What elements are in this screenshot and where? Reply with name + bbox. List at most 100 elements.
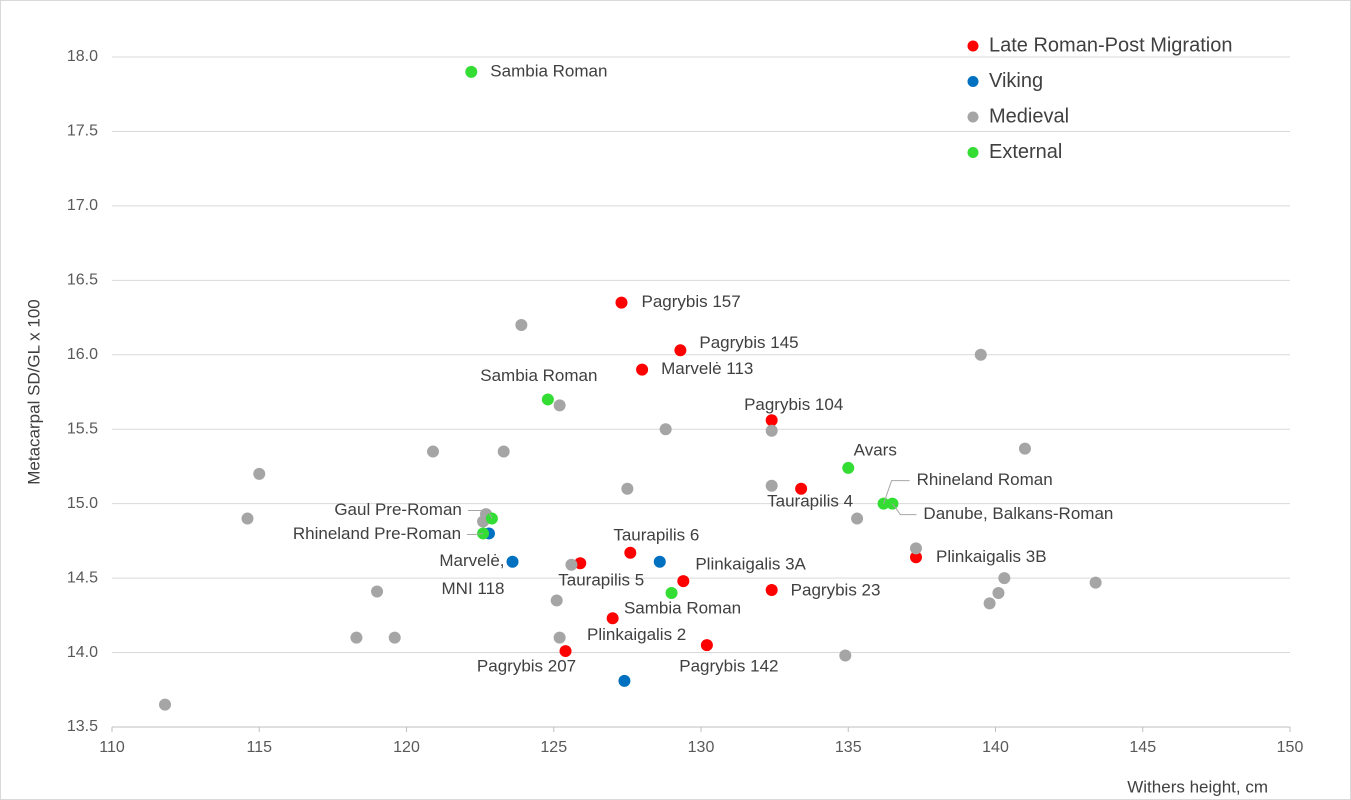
leader-line	[467, 532, 484, 535]
x-tick-label: 110	[99, 739, 125, 756]
y-tick-label: 17.5	[67, 123, 98, 140]
point-label: Sambia Roman	[490, 61, 607, 80]
point-label: Taurapilis 6	[613, 525, 699, 544]
point-label: Pagrybis 145	[699, 333, 798, 352]
point	[983, 597, 996, 610]
x-tick-label: 130	[688, 739, 715, 756]
point	[653, 555, 666, 568]
point	[659, 423, 672, 436]
point	[574, 557, 587, 570]
x-tick-label: 140	[982, 739, 1009, 756]
point	[615, 296, 628, 309]
leader-line	[883, 480, 910, 504]
y-tick-label: 14.0	[67, 644, 98, 661]
x-axis-label: Withers height, cm	[1127, 777, 1268, 796]
point-label: Plinkaigalis 3B	[936, 547, 1047, 566]
x-tick-label: 135	[835, 739, 862, 756]
leader-line	[467, 510, 493, 519]
point	[506, 555, 519, 568]
point	[1018, 442, 1031, 455]
legend-label: External	[989, 141, 1062, 163]
point-label: Marvelė 113	[661, 359, 753, 378]
point-label: Pagrybis 207	[477, 657, 576, 676]
legend-marker	[967, 40, 979, 52]
point	[624, 546, 637, 559]
x-tick-label: 150	[1277, 739, 1304, 756]
point	[1089, 576, 1102, 589]
point-label: Taurapilis 4	[767, 491, 853, 510]
point-label: Pagrybis 157	[641, 292, 740, 311]
point-label: Gaul Pre-Roman	[334, 500, 462, 519]
y-tick-label: 17.0	[67, 197, 98, 214]
y-tick-label: 13.5	[67, 718, 98, 735]
leader-line	[892, 503, 917, 516]
point	[839, 649, 852, 662]
point	[992, 587, 1005, 599]
point-label: Rhineland Roman	[917, 470, 1053, 489]
point	[665, 587, 678, 599]
point	[974, 348, 987, 361]
point	[795, 482, 808, 495]
point-label: Pagrybis 104	[744, 395, 843, 414]
point-label: Pagrybis 23	[791, 581, 881, 600]
x-tick-label: 125	[540, 739, 567, 756]
point-label: Marvelė,	[439, 551, 504, 570]
point	[909, 551, 922, 564]
point	[765, 414, 778, 427]
y-tick-label: 18.0	[67, 48, 98, 65]
point	[700, 639, 713, 652]
point	[618, 674, 631, 687]
legend-label: Medieval	[989, 105, 1069, 127]
point	[159, 698, 172, 711]
point	[765, 424, 778, 437]
y-tick-label: 14.5	[67, 569, 98, 586]
point	[842, 461, 855, 474]
x-tick-label: 145	[1129, 739, 1156, 756]
legend-marker	[967, 76, 979, 87]
point	[253, 467, 266, 480]
point-label: Sambia Roman	[624, 598, 741, 617]
point	[497, 445, 510, 458]
point-label: Pagrybis 142	[679, 657, 778, 676]
point-label: Avars	[854, 440, 897, 459]
point	[541, 393, 554, 406]
point	[565, 558, 578, 571]
point-label: Rhineland Pre-Roman	[293, 524, 461, 543]
legend-marker	[967, 147, 979, 158]
point	[765, 479, 778, 492]
point-label: Sambia Roman	[480, 366, 597, 385]
point	[241, 512, 254, 525]
point-label: Plinkaigalis 2	[587, 625, 686, 644]
point	[677, 575, 690, 588]
y-tick-label: 16.5	[67, 272, 98, 289]
legend-label: Late Roman-Post Migration	[989, 34, 1232, 56]
point	[909, 542, 922, 555]
point	[553, 399, 566, 412]
point-label: Danube, Balkans-Roman	[923, 504, 1113, 523]
x-tick-label: 115	[246, 739, 272, 756]
point	[636, 363, 649, 376]
y-tick-label: 15.5	[67, 420, 98, 437]
point	[559, 645, 572, 658]
point	[515, 319, 528, 331]
y-tick-label: 15.0	[67, 495, 98, 512]
point	[851, 512, 864, 525]
point	[621, 482, 634, 495]
point	[371, 585, 384, 598]
point	[388, 631, 401, 644]
point-label: Taurapilis 5	[558, 571, 644, 590]
y-axis-label: Metacarpal SD/GL x 100	[24, 299, 43, 485]
point	[553, 631, 566, 644]
x-tick-label: 120	[393, 739, 420, 756]
point	[550, 594, 563, 607]
point	[427, 445, 440, 458]
y-tick-label: 16.0	[67, 346, 98, 363]
point	[606, 612, 619, 625]
legend-marker	[967, 111, 979, 123]
point	[465, 65, 478, 78]
point-label: MNI 118	[442, 579, 505, 598]
point	[998, 572, 1011, 585]
point	[765, 584, 778, 597]
